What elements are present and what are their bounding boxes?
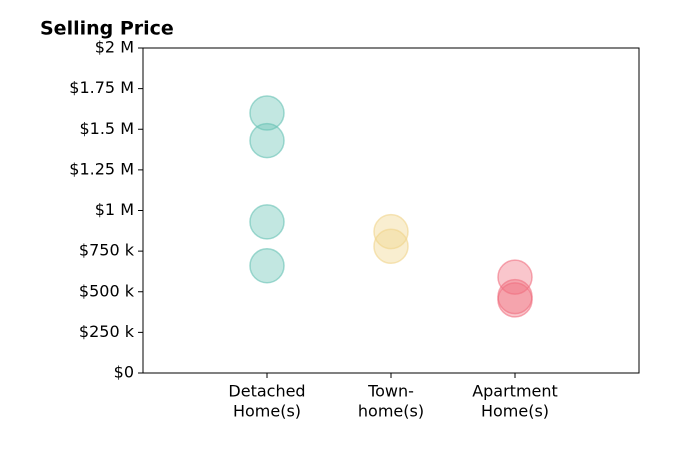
x-tick-label: Town-	[367, 382, 414, 401]
y-tick-label: $1.25 M	[69, 159, 134, 178]
y-tick-label: $750 k	[79, 241, 135, 260]
point	[249, 95, 285, 131]
x-tick-label: Home(s)	[233, 402, 301, 421]
x-tick-label: Home(s)	[481, 402, 549, 421]
y-tick-label: $1 M	[95, 200, 134, 219]
point	[249, 248, 285, 284]
point	[249, 122, 285, 159]
y-tick-label: $2 M	[95, 38, 134, 57]
point	[497, 282, 533, 318]
point	[249, 204, 285, 240]
point	[373, 213, 409, 250]
y-tick-label: $1.75 M	[69, 78, 134, 97]
point	[373, 228, 409, 264]
x-tick-label: Apartment	[472, 382, 558, 401]
x-tick-label: Detached	[228, 382, 305, 401]
y-tick-label: $250 k	[79, 322, 135, 341]
y-tick-label: $0	[114, 363, 134, 382]
plot-frame	[142, 47, 640, 374]
x-tick-label: home(s)	[358, 402, 424, 421]
y-tick-label: $1.5 M	[79, 119, 134, 138]
y-tick-label: $500 k	[79, 281, 135, 300]
chart-title: Selling Price	[40, 18, 174, 40]
